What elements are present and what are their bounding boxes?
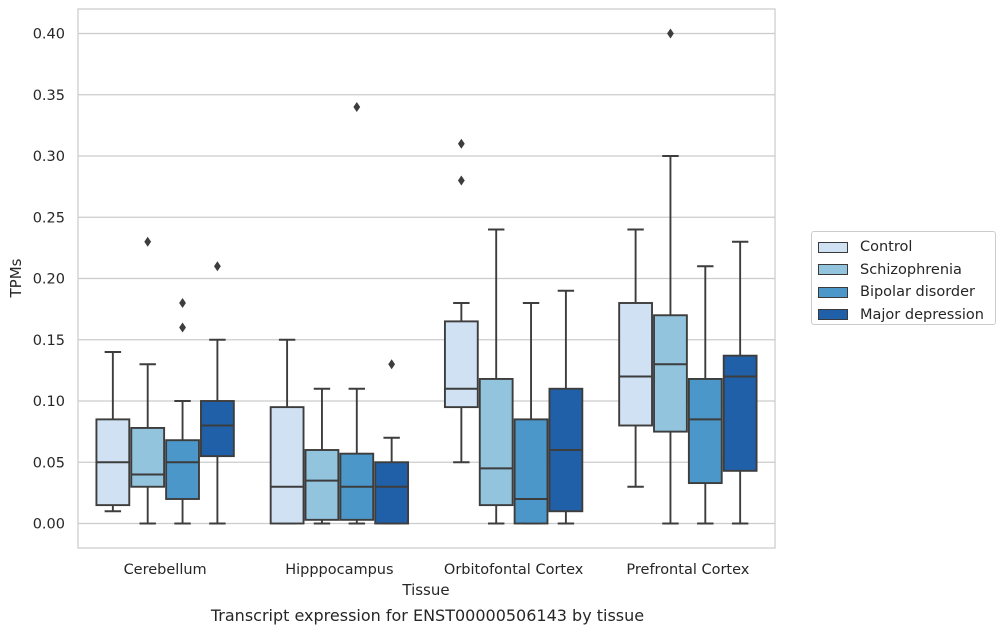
outlier-point <box>179 322 186 333</box>
legend-item-control: Control <box>818 236 995 259</box>
iqr-box <box>374 461 410 525</box>
iqr-box <box>513 418 549 525</box>
box-major-depression <box>548 289 584 525</box>
box-schizophrenia <box>653 28 688 525</box>
legend-swatch-schizophrenia <box>818 264 848 276</box>
y-axis-label: TPMs <box>7 258 25 298</box>
y-tick-label: 0.15 <box>33 333 65 349</box>
box-schizophrenia <box>304 387 340 525</box>
legend: Control Schizophrenia Bipolar disorder M… <box>811 231 996 325</box>
legend-label-schizophrenia: Schizophrenia <box>860 261 962 278</box>
x-tick-labels: Cerebellum Hipppocampus Orbitofontal Corte… <box>124 562 750 578</box>
box-bipolar-disorder <box>339 102 375 525</box>
box-major-depression <box>200 261 235 525</box>
y-tick-label: 0.30 <box>33 149 65 165</box>
legend-label-bipolar-disorder: Bipolar disorder <box>860 284 975 301</box>
figure-caption: Transcript expression for ENST0000050614… <box>210 606 645 625</box>
legend-swatch-major-depression <box>818 309 848 321</box>
box-major-depression <box>722 240 758 525</box>
outlier-point <box>388 359 396 370</box>
y-tick-label: 0.40 <box>33 27 65 43</box>
outlier-point <box>457 175 465 186</box>
y-tick-label: 0.25 <box>33 210 65 226</box>
box-bipolar-disorder <box>687 265 723 525</box>
y-tick-labels: 0.00 0.05 0.10 0.15 0.20 0.25 0.30 0.35 0.40 <box>33 27 65 533</box>
box-schizophrenia <box>130 236 166 525</box>
box-control <box>618 228 653 488</box>
outlier-point <box>214 261 221 272</box>
box-major-depression <box>374 359 410 525</box>
box-bipolar-disorder <box>165 298 200 525</box>
outlier-point <box>457 138 465 149</box>
y-tick-label: 0.35 <box>33 88 65 104</box>
iqr-box <box>200 400 235 458</box>
iqr-box <box>653 314 688 433</box>
y-tick-label: 0.00 <box>33 517 65 533</box>
box-series <box>95 28 758 525</box>
x-tick-label: Prefrontal Cortex <box>626 562 749 578</box>
box-control <box>443 138 479 464</box>
outlier-point <box>667 28 674 39</box>
box-control <box>269 338 305 525</box>
iqr-box <box>618 302 653 427</box>
iqr-box <box>130 427 166 488</box>
y-tick-label: 0.05 <box>33 455 65 471</box>
iqr-box <box>165 439 200 500</box>
legend-label-major-depression: Major depression <box>860 306 984 323</box>
legend-item-major-depression: Major depression <box>818 304 995 327</box>
y-tick-label: 0.20 <box>33 272 65 288</box>
iqr-box <box>443 320 479 409</box>
iqr-box <box>478 378 514 507</box>
iqr-box <box>722 354 758 472</box>
x-tick-label: Cerebellum <box>124 562 207 578</box>
outlier-point <box>353 102 361 112</box>
iqr-box <box>269 406 305 525</box>
outlier-point <box>144 236 152 247</box>
legend-label-control: Control <box>860 239 913 256</box>
outlier-point <box>179 298 186 308</box>
x-tick-label: Hipppocampus <box>285 562 393 578</box>
box-control <box>95 351 131 513</box>
iqr-box <box>687 378 723 485</box>
box-bipolar-disorder <box>513 302 549 525</box>
legend-item-schizophrenia: Schizophrenia <box>818 259 995 282</box>
legend-item-bipolar-disorder: Bipolar disorder <box>818 281 995 304</box>
x-axis-label: Tissue <box>401 581 449 599</box>
box-schizophrenia <box>478 228 514 525</box>
x-tick-label: Orbitofontal Cortex <box>444 562 584 578</box>
legend-swatch-control <box>818 241 848 253</box>
iqr-box <box>304 449 340 521</box>
y-tick-label: 0.10 <box>33 394 65 410</box>
legend-swatch-bipolar-disorder <box>818 286 848 298</box>
